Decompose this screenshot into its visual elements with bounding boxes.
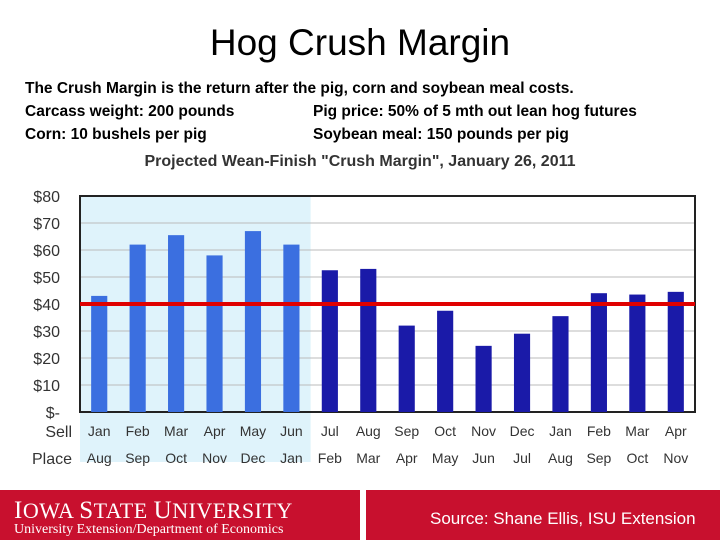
x-tick-label-place: Aug (548, 450, 573, 466)
slide-title: Hog Crush Margin (209, 22, 511, 63)
y-tick-label: $- (46, 405, 60, 422)
x-tick-label-sell: Oct (434, 423, 456, 439)
bar (283, 244, 300, 412)
footer-top-line (0, 488, 720, 490)
bar (513, 333, 531, 412)
y-tick-label: $20 (33, 351, 60, 368)
bar (91, 295, 108, 412)
historical-background (80, 196, 311, 462)
x-tick-label-place: Jun (472, 450, 495, 466)
source-label: Source: Shane Ellis, ISU Extension (430, 509, 696, 528)
isu-wordmark: IOWA STATE UNIVERSITY (14, 497, 293, 524)
bar (398, 325, 415, 412)
x-tick-label-sell: Sep (394, 423, 419, 439)
bar (244, 231, 262, 412)
bar (129, 244, 146, 412)
x-tick-label-sell: Jan (549, 423, 572, 439)
soybean-amount: Soybean meal: 150 pounds per pig (313, 126, 569, 143)
bar (437, 310, 454, 412)
x-tick-label-place: May (432, 450, 458, 466)
x-tick-label-sell: Jul (321, 423, 339, 439)
y-tick-label: $30 (33, 324, 60, 341)
y-tick-label: $10 (33, 378, 60, 395)
chart-title: Projected Wean-Finish "Crush Margin", Ja… (144, 153, 576, 170)
pig-price: Pig price: 50% of 5 mth out lean hog fut… (313, 103, 637, 120)
x-tick-label-place: Jan (280, 450, 303, 466)
x-tick-label-sell: Apr (204, 423, 226, 439)
corn-amount: Corn: 10 bushels per pig (25, 126, 207, 143)
bar (168, 235, 185, 412)
x-tick-label-sell: May (240, 423, 266, 439)
bar (629, 294, 646, 412)
bar (552, 316, 569, 412)
department-label: University Extension/Department of Econo… (14, 522, 284, 537)
sell-row-label: Sell (45, 424, 72, 441)
y-tick-label: $40 (33, 297, 60, 314)
x-tick-label-place: Nov (202, 450, 227, 466)
x-tick-label-place: Mar (356, 450, 380, 466)
crush-margin-chart: $- $10 $20 $30 $40 $50 $60 $70 $80 Sell Place Jan Au… (32, 189, 696, 468)
x-tick-label-place: Oct (165, 450, 187, 466)
x-tick-label-sell: Apr (665, 423, 687, 439)
bar (206, 255, 223, 412)
bar (667, 291, 684, 412)
x-tick-label-place: Sep (586, 450, 611, 466)
y-tick-label: $60 (33, 243, 60, 260)
x-tick-label-sell: Mar (164, 423, 188, 439)
x-tick-label-place: Dec (241, 450, 266, 466)
footer-divider (360, 490, 366, 540)
place-row-label: Place (32, 451, 72, 468)
x-tick-label-sell: Dec (510, 423, 535, 439)
x-tick-label-place: Feb (318, 450, 342, 466)
carcass-weight: Carcass weight: 200 pounds (25, 103, 235, 120)
y-tick-label: $50 (33, 270, 60, 287)
x-tick-label-place: Apr (396, 450, 418, 466)
y-tick-label: $70 (33, 216, 60, 233)
x-tick-label-place: Jul (513, 450, 531, 466)
x-tick-label-place: Oct (626, 450, 648, 466)
y-tick-label: $80 (33, 189, 60, 206)
x-tick-label-sell: Mar (625, 423, 649, 439)
x-tick-label-place: Aug (87, 450, 112, 466)
x-tick-label-sell: Nov (471, 423, 496, 439)
x-tick-label-sell: Jun (280, 423, 303, 439)
bar (321, 270, 338, 412)
x-tick-label-place: Sep (125, 450, 150, 466)
bar (360, 268, 377, 412)
x-tick-label-sell: Jan (88, 423, 111, 439)
x-tick-label-place: Nov (663, 450, 688, 466)
crush-description: The Crush Margin is the return after the… (25, 80, 574, 97)
x-tick-label-sell: Aug (356, 423, 381, 439)
bar (590, 293, 607, 412)
x-tick-label-sell: Feb (587, 423, 611, 439)
bar (475, 345, 492, 412)
x-tick-label-sell: Feb (126, 423, 150, 439)
